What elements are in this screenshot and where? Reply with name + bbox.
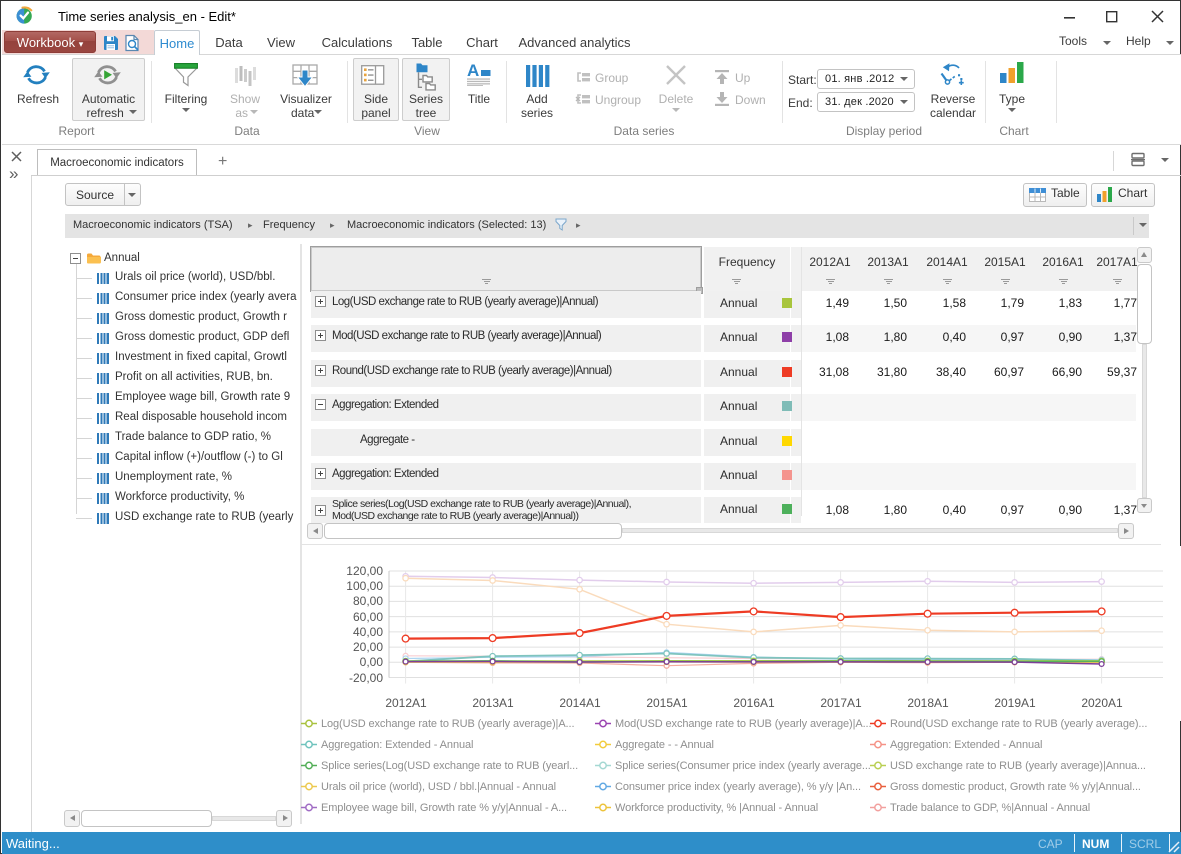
svg-text:A: A xyxy=(467,62,479,80)
